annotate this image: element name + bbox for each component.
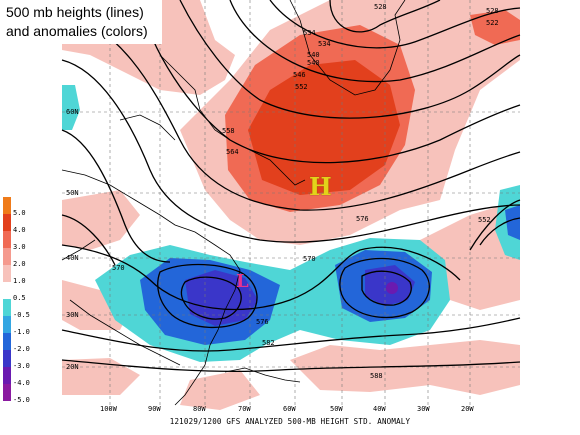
map-caption: 121029/1200 GFS ANALYZED 500-MB HEIGHT S… bbox=[169, 417, 411, 426]
map-title: 500 mb heights (lines) and anomalies (co… bbox=[0, 0, 162, 44]
contour-value-label: 540 bbox=[307, 59, 320, 67]
legend-label: 5.0 bbox=[13, 209, 26, 217]
contour-value-label: 528 bbox=[486, 7, 499, 15]
contour-value-label: 570 bbox=[303, 255, 316, 263]
legend-label: -0.5 bbox=[13, 311, 30, 319]
contour-value-label: 534 bbox=[303, 29, 316, 37]
contour-value-label: 528 bbox=[374, 3, 387, 11]
legend-label: 3.0 bbox=[13, 243, 26, 251]
legend-label: -4.0 bbox=[13, 379, 30, 387]
longitude-label: 60W bbox=[283, 405, 296, 413]
legend-label: -2.0 bbox=[13, 345, 30, 353]
contour-value-label: 534 bbox=[318, 40, 331, 48]
anomaly-legend: 5.0 4.0 3.0 2.0 1.0 0.5 -0.5 -1.0 -2.0 -3.0 -4.0 -5… bbox=[0, 197, 34, 415]
legend-swatch bbox=[3, 214, 11, 231]
contour-value-label: 576 bbox=[356, 215, 369, 223]
legend-swatch bbox=[3, 299, 11, 316]
contour-value-label: 540 bbox=[307, 51, 320, 59]
longitude-label: 80W bbox=[193, 405, 206, 413]
contour-value-label: 564 bbox=[226, 148, 239, 156]
legend-swatch bbox=[3, 282, 11, 299]
anomaly-positive-strong bbox=[248, 60, 400, 195]
latitude-label: 40N bbox=[66, 254, 79, 262]
legend-label: -1.0 bbox=[13, 328, 30, 336]
low-pressure-marker: L bbox=[236, 271, 249, 292]
contour-value-label: 546 bbox=[293, 71, 306, 79]
legend-swatch bbox=[3, 248, 11, 265]
latitude-label: 50N bbox=[66, 189, 79, 197]
legend-label: -5.0 bbox=[13, 396, 30, 404]
longitude-label: 70W bbox=[238, 405, 251, 413]
contour-value-label: 576 bbox=[256, 318, 269, 326]
legend-swatch bbox=[3, 316, 11, 333]
longitude-label: 30W bbox=[417, 405, 430, 413]
contour-value-label: 570 bbox=[112, 264, 125, 272]
contour-value-label: 552 bbox=[295, 83, 308, 91]
longitude-label: 100W bbox=[100, 405, 117, 413]
latitude-label: 30N bbox=[66, 311, 79, 319]
legend-swatch bbox=[3, 367, 11, 384]
legend-label: 1.0 bbox=[13, 277, 26, 285]
legend-label: 2.0 bbox=[13, 260, 26, 268]
contour-value-label: 522 bbox=[486, 19, 499, 27]
lat-lon-grid bbox=[62, 0, 520, 410]
latitude-label: 20N bbox=[66, 363, 79, 371]
contour-value-label: 558 bbox=[222, 127, 235, 135]
title-line-1: 500 mb heights (lines) bbox=[6, 4, 144, 20]
legend-swatch bbox=[3, 265, 11, 282]
longitude-label: 90W bbox=[148, 405, 161, 413]
legend-swatch bbox=[3, 197, 11, 214]
anomaly-negative-extreme bbox=[386, 282, 398, 294]
legend-label: 4.0 bbox=[13, 226, 26, 234]
legend-label: 0.5 bbox=[13, 294, 26, 302]
high-pressure-marker: H bbox=[309, 172, 332, 201]
longitude-label: 20W bbox=[461, 405, 474, 413]
legend-swatch bbox=[3, 384, 11, 401]
latitude-label: 60N bbox=[66, 108, 79, 116]
legend-label: -3.0 bbox=[13, 362, 30, 370]
title-line-2: and anomalies (colors) bbox=[6, 23, 148, 39]
legend-swatch bbox=[3, 333, 11, 350]
longitude-label: 50W bbox=[330, 405, 343, 413]
height-contours bbox=[61, 0, 521, 373]
legend-swatch bbox=[3, 231, 11, 248]
contour-value-label: 588 bbox=[370, 372, 383, 380]
contour-value-label: 552 bbox=[478, 216, 491, 224]
legend-swatch bbox=[3, 350, 11, 367]
contour-value-label: 582 bbox=[262, 339, 275, 347]
longitude-label: 40W bbox=[373, 405, 386, 413]
